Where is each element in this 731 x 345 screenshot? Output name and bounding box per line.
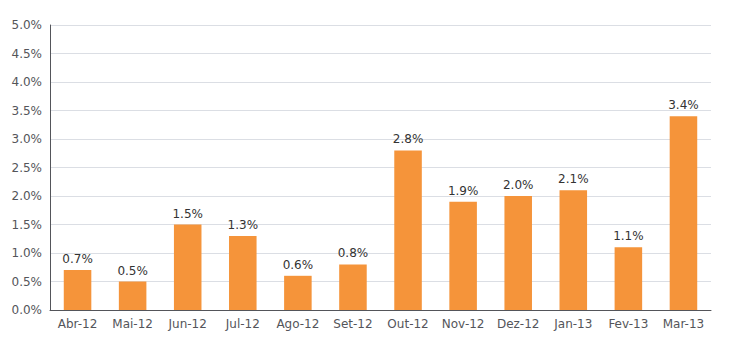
- svg-text:3.0%: 3.0%: [12, 132, 43, 146]
- svg-text:2.1%: 2.1%: [558, 172, 589, 186]
- svg-text:2.0%: 2.0%: [503, 178, 534, 192]
- svg-text:4.5%: 4.5%: [12, 47, 43, 61]
- svg-text:Jul-12: Jul-12: [225, 317, 260, 331]
- svg-text:Fev-13: Fev-13: [608, 317, 648, 331]
- svg-text:Mai-12: Mai-12: [112, 317, 153, 331]
- svg-text:Jun-12: Jun-12: [168, 317, 207, 331]
- svg-text:1.0%: 1.0%: [12, 246, 43, 260]
- svg-text:0.7%: 0.7%: [62, 252, 93, 266]
- svg-text:1.5%: 1.5%: [172, 207, 203, 221]
- svg-text:Abr-12: Abr-12: [58, 317, 98, 331]
- svg-text:Dez-12: Dez-12: [497, 317, 540, 331]
- svg-text:Jan-13: Jan-13: [553, 317, 592, 331]
- svg-text:1.3%: 1.3%: [228, 218, 258, 232]
- svg-text:Mar-13: Mar-13: [663, 317, 704, 331]
- svg-text:0.5%: 0.5%: [12, 275, 43, 289]
- svg-text:Nov-12: Nov-12: [442, 317, 485, 331]
- svg-text:5.0%: 5.0%: [12, 18, 43, 32]
- svg-text:Out-12: Out-12: [387, 317, 428, 331]
- svg-text:Set-12: Set-12: [333, 317, 372, 331]
- svg-text:0.0%: 0.0%: [12, 303, 43, 317]
- svg-text:2.8%: 2.8%: [393, 132, 424, 146]
- svg-text:0.6%: 0.6%: [283, 258, 314, 272]
- svg-text:3.4%: 3.4%: [668, 98, 699, 112]
- svg-text:0.8%: 0.8%: [338, 246, 369, 260]
- svg-text:4.0%: 4.0%: [12, 75, 43, 89]
- svg-text:1.1%: 1.1%: [613, 229, 644, 243]
- svg-text:Ago-12: Ago-12: [276, 317, 319, 331]
- svg-text:1.5%: 1.5%: [12, 218, 43, 232]
- svg-text:2.5%: 2.5%: [12, 161, 43, 175]
- svg-text:3.5%: 3.5%: [12, 104, 43, 118]
- svg-text:2.0%: 2.0%: [12, 189, 43, 203]
- svg-text:1.9%: 1.9%: [448, 184, 479, 198]
- svg-text:0.5%: 0.5%: [117, 264, 148, 278]
